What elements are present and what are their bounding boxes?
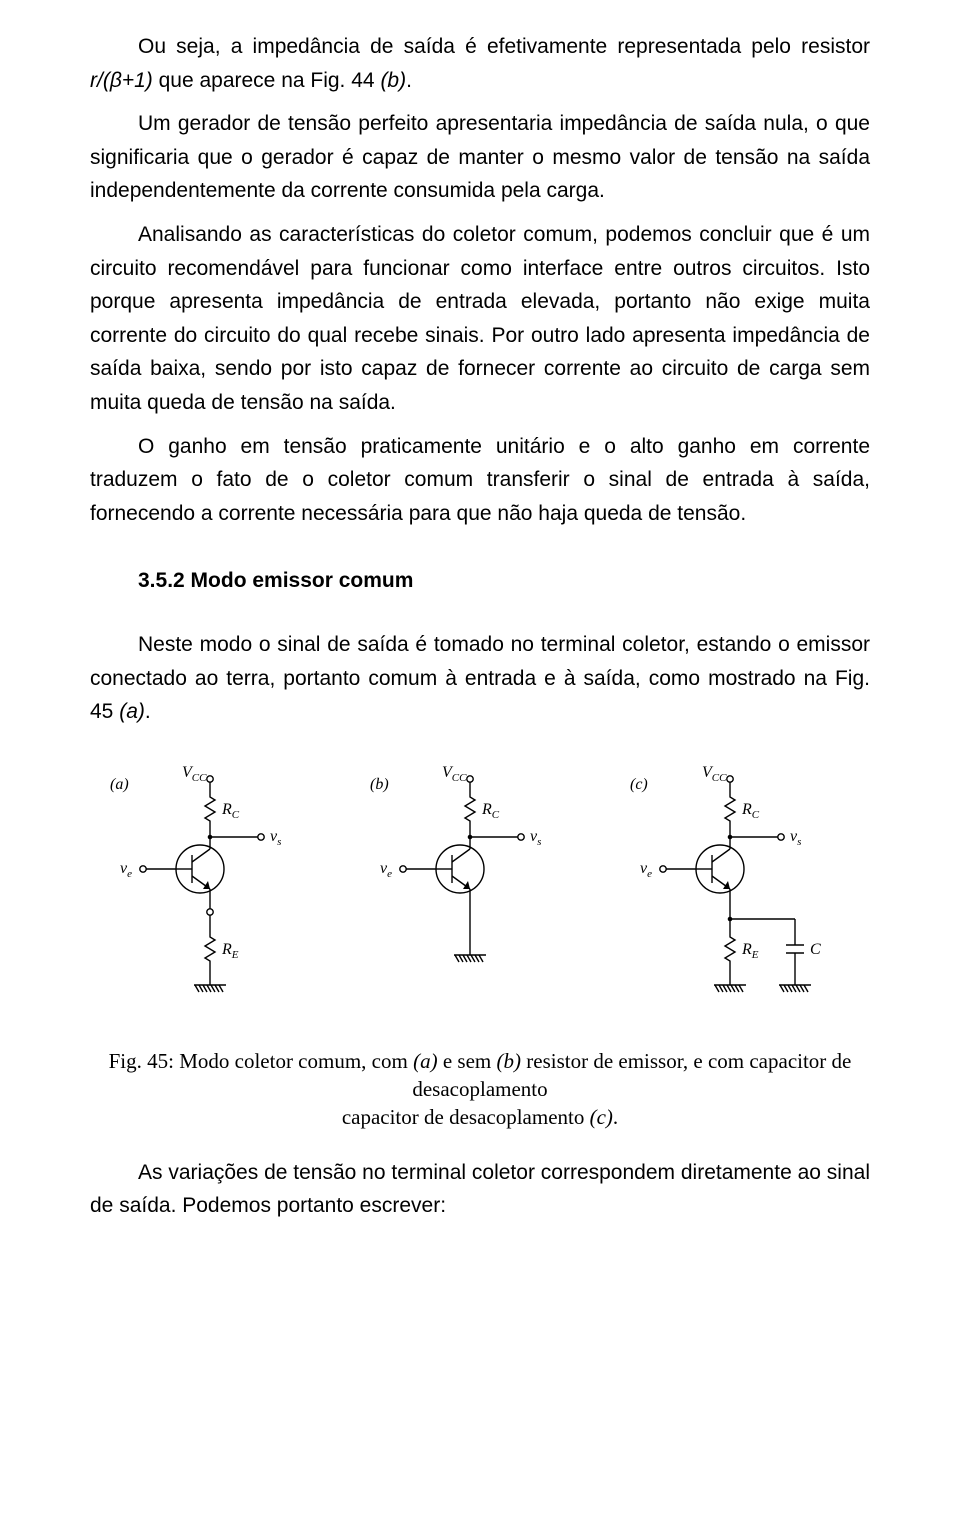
label-vcc-b: VCC: [442, 764, 467, 784]
label-re-a: RE: [221, 941, 239, 961]
text: Neste modo o sinal de saída é tomado no …: [90, 633, 870, 723]
page: Ou seja, a impedância de saída é efetiva…: [0, 0, 960, 1520]
text: que aparece na Fig. 44: [153, 69, 381, 92]
label-vs-c: vs: [790, 828, 801, 848]
label-vcc-c: VCC: [702, 764, 727, 784]
section-heading: 3.5.2 Modo emissor comum: [138, 564, 870, 598]
text: .: [145, 700, 151, 723]
label-re-c: RE: [741, 941, 759, 961]
label-ve-c: ve: [640, 860, 652, 880]
text: (b): [380, 69, 406, 92]
figure-45: (a) VCC RC vs ve: [90, 759, 870, 1132]
paragraph-2: Um gerador de tensão perfeito apresentar…: [90, 107, 870, 208]
text: (b): [497, 1049, 522, 1073]
text: .: [613, 1105, 618, 1129]
label-vs-a: vs: [270, 828, 281, 848]
text: (c): [590, 1105, 613, 1129]
circuit-b: (b) VCC RC vs ve: [370, 764, 541, 962]
label-ve-b: ve: [380, 860, 392, 880]
circuit-diagram: (a) VCC RC vs ve: [90, 759, 870, 1029]
paragraph-1: Ou seja, a impedância de saída é efetiva…: [90, 30, 870, 97]
text: capacitor de desacoplamento: [342, 1105, 590, 1129]
label-vs-b: vs: [530, 828, 541, 848]
panel-label-b: (b): [370, 776, 389, 793]
text: .: [406, 69, 412, 92]
paragraph-3: Analisando as características do coletor…: [90, 218, 870, 420]
label-ve-a: ve: [120, 860, 132, 880]
circuit-a: (a) VCC RC vs ve: [110, 764, 281, 992]
label-rc-b: RC: [481, 801, 500, 821]
paragraph-4: O ganho em tensão praticamente unitário …: [90, 430, 870, 531]
label-vcc-a: VCC: [182, 764, 207, 784]
text: (a): [413, 1049, 438, 1073]
text: Fig. 45: Modo coletor comum, com: [109, 1049, 413, 1073]
figure-caption: Fig. 45: Modo coletor comum, com (a) e s…: [90, 1047, 870, 1132]
panel-label-a: (a): [110, 776, 129, 793]
label-rc-a: RC: [221, 801, 240, 821]
label-rc-c: RC: [741, 801, 760, 821]
paragraph-5: Neste modo o sinal de saída é tomado no …: [90, 628, 870, 729]
text: Ou seja, a impedância de saída é efetiva…: [138, 35, 870, 58]
label-cap-c: C: [810, 941, 821, 958]
panel-label-c: (c): [630, 776, 648, 793]
text: (a): [119, 700, 145, 723]
text: e sem: [438, 1049, 497, 1073]
paragraph-6: As variações de tensão no terminal colet…: [90, 1156, 870, 1223]
circuit-c: (c) VCC RC vs ve RE: [630, 764, 821, 992]
formula: r/(β+1): [90, 69, 153, 92]
